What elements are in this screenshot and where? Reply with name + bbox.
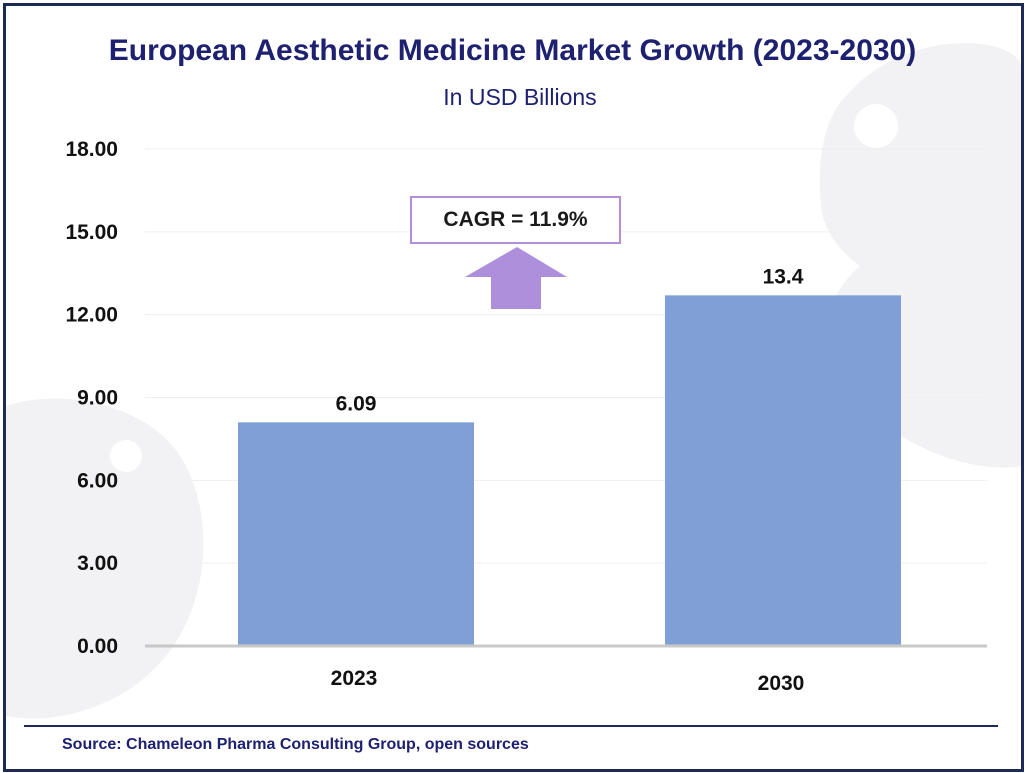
cagr-callout: CAGR = 11.9% <box>410 196 621 244</box>
y-tick-label: 12.00 <box>65 304 118 327</box>
up-arrow-icon <box>465 247 567 309</box>
footer-divider <box>24 725 998 727</box>
y-tick-label: 6.00 <box>77 469 118 492</box>
data-label: 6.09 <box>336 392 377 415</box>
y-tick-label: 18.00 <box>65 138 118 161</box>
y-tick-label: 9.00 <box>77 387 118 410</box>
y-tick-label: 0.00 <box>77 635 118 658</box>
chart-title: European Aesthetic Medicine Market Growt… <box>108 34 917 67</box>
chart-subtitle: In USD Billions <box>443 84 597 110</box>
bar <box>238 422 474 646</box>
bar <box>665 295 901 646</box>
x-tick-label: 2023 <box>331 667 378 690</box>
x-tick-label: 2030 <box>758 672 805 695</box>
y-tick-label: 15.00 <box>65 221 118 244</box>
y-tick-label: 3.00 <box>77 552 118 575</box>
data-label: 13.4 <box>763 265 804 288</box>
source-note: Source: Chameleon Pharma Consulting Grou… <box>62 736 529 753</box>
